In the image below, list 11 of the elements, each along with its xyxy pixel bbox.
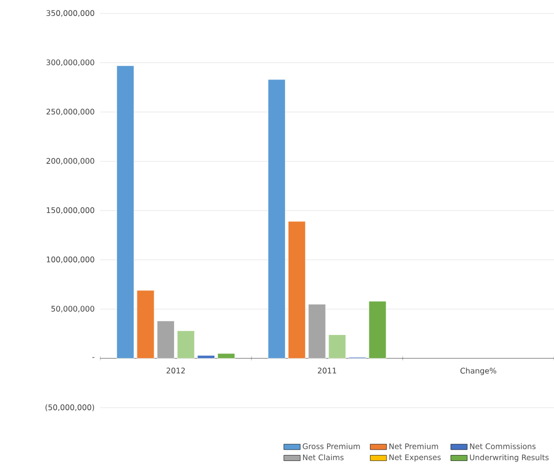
bar [368,300,386,358]
bar [268,79,286,358]
bar [136,290,154,358]
bar [217,353,235,358]
bar [156,320,174,358]
bar [288,221,306,358]
bar [177,330,195,358]
bar [197,355,215,358]
bar [116,65,134,358]
bar [308,304,326,358]
bar [328,334,346,358]
